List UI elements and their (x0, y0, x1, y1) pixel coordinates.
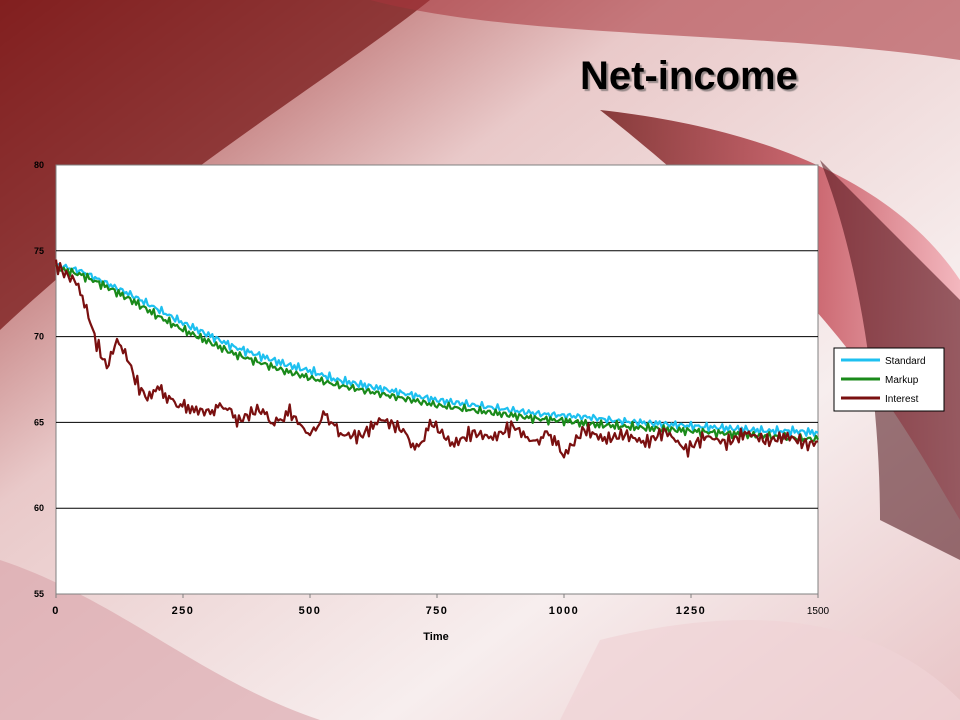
x-tick-label: 1000 (549, 605, 579, 617)
legend-items: Standard Markup Interest (841, 356, 926, 405)
x-tick-label: 0 (52, 605, 60, 617)
y-tick-label: 60 (34, 503, 44, 513)
x-tick-label: 1250 (676, 605, 706, 617)
plot-area (55, 164, 819, 595)
x-tick-label: 500 (299, 605, 322, 617)
slide-title: Net-income (580, 54, 798, 98)
x-axis-ticks: 0 250 500 750 1000 1250 1500 (52, 594, 830, 617)
series-line-interest (54, 259, 819, 459)
series-layer (54, 259, 819, 459)
y-tick-label: 55 (34, 589, 44, 599)
x-tick-label: 1500 (807, 606, 830, 617)
x-tick-label: 250 (172, 605, 195, 617)
series-line-markup (55, 264, 819, 443)
y-tick-label: 70 (34, 332, 44, 342)
legend-label-interest: Interest (885, 394, 919, 405)
y-axis-ticks: 55 60 65 70 75 80 (34, 160, 44, 599)
y-tick-label: 65 (34, 417, 44, 427)
y-tick-label: 80 (34, 160, 44, 170)
x-tick-label: 750 (426, 605, 449, 617)
x-axis-label: Time (423, 631, 448, 643)
y-tick-label: 75 (34, 246, 44, 256)
legend-label-standard: Standard (885, 356, 926, 367)
legend-label-markup: Markup (885, 375, 919, 386)
series-line-standard (56, 262, 819, 437)
legend[interactable]: Standard Markup Interest (833, 347, 945, 412)
